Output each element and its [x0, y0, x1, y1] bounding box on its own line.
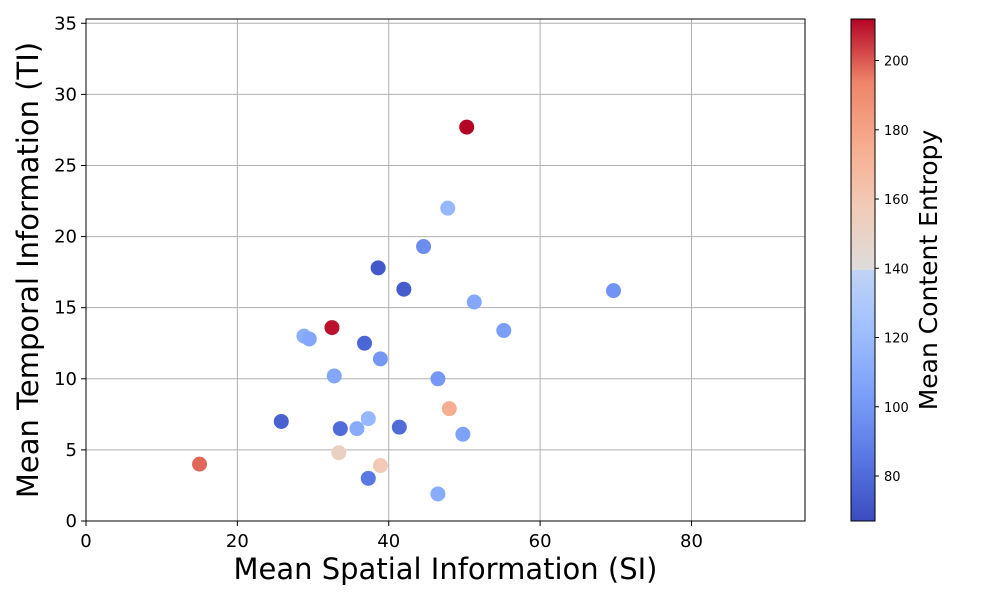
data-point: [192, 456, 208, 472]
x-tick-label: 80: [680, 531, 703, 552]
data-point: [440, 200, 456, 216]
data-point: [416, 239, 432, 255]
data-point: [441, 401, 457, 417]
x-axis-label: Mean Spatial Information (SI): [234, 552, 658, 586]
data-point: [324, 320, 340, 336]
y-tick-label: 15: [54, 298, 77, 319]
data-point: [372, 458, 388, 474]
x-tick-label: 20: [226, 531, 249, 552]
data-point: [326, 368, 342, 384]
colorbar-tick-label: 80: [884, 470, 901, 485]
data-point: [606, 283, 622, 299]
data-point: [391, 419, 407, 435]
data-point: [349, 421, 365, 437]
data-points: [192, 119, 622, 502]
colorbar-tick-label: 160: [884, 193, 909, 208]
grid-lines: [85, 19, 805, 522]
y-tick-label: 5: [66, 440, 77, 461]
colorbar-tick-label: 180: [884, 124, 909, 139]
colorbar-gradient: [850, 18, 876, 522]
data-point: [360, 411, 376, 427]
colorbar-tick-label: 120: [884, 332, 909, 347]
data-point: [357, 335, 373, 351]
y-tick-label: 20: [54, 227, 77, 248]
colorbar-label: Mean Content Entropy: [914, 130, 943, 411]
data-point: [466, 294, 482, 310]
colorbar-tick-label: 140: [884, 262, 909, 277]
data-point: [331, 445, 347, 461]
colorbar: 80 100 120 140 160 180 200: [850, 18, 909, 522]
colorbar-tick-label: 200: [884, 55, 909, 70]
data-point: [496, 322, 512, 338]
data-point: [301, 331, 317, 347]
data-point: [360, 470, 376, 486]
data-point: [273, 413, 289, 429]
data-point: [455, 426, 471, 442]
x-tick-label: 40: [377, 531, 400, 552]
data-point: [430, 486, 446, 502]
axes: 0 20 40 60 80 0 5 10 15 20 25 30 35: [54, 13, 703, 552]
data-point: [396, 281, 412, 297]
plot-frame: [85, 18, 806, 522]
x-tick-label: 0: [80, 531, 91, 552]
y-tick-label: 25: [54, 155, 77, 176]
y-tick-label: 30: [54, 84, 77, 105]
data-point: [459, 119, 475, 135]
y-tick-label: 35: [54, 13, 77, 34]
x-tick-label: 60: [529, 531, 552, 552]
y-tick-label: 10: [54, 369, 77, 390]
data-point: [372, 351, 388, 367]
data-point: [370, 260, 386, 276]
y-tick-label: 0: [66, 511, 77, 532]
colorbar-tick-label: 100: [884, 401, 909, 416]
data-point: [430, 371, 446, 387]
y-axis-label: Mean Temporal Information (TI): [11, 42, 45, 498]
data-point: [332, 421, 348, 437]
